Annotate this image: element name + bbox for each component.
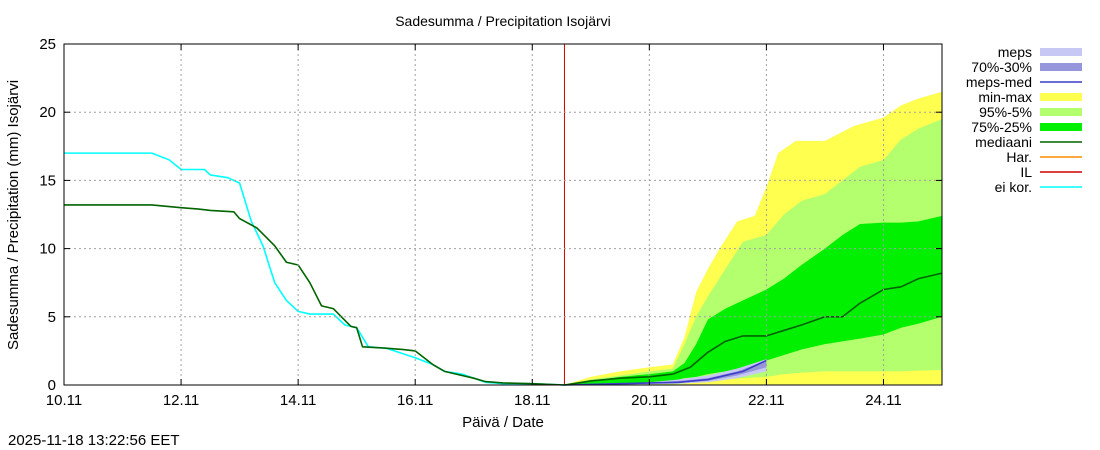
- legend-label-minmax: min-max: [978, 89, 1032, 105]
- band-p75_25: [564, 215, 942, 385]
- legend-swatch-meps: [1040, 48, 1082, 56]
- x-tick-label: 16.11: [397, 392, 433, 409]
- legend-label-p70_30: 70%-30%: [971, 59, 1032, 75]
- legend-swatch-p95_5: [1040, 108, 1082, 116]
- y-tick-label: 20: [39, 104, 56, 121]
- band-p70_30: [564, 360, 767, 385]
- chart-title: Sadesumma / Precipitation Isojärvi: [395, 13, 611, 29]
- legend-label-meps_med: meps-med: [966, 74, 1032, 90]
- legend-label-p95_5: 95%-5%: [979, 104, 1032, 120]
- x-tick-label: 24.11: [865, 392, 901, 409]
- legend: meps70%-30%meps-medmin-max95%-5%75%-25%m…: [966, 44, 1082, 195]
- y-tick-label: 0: [48, 377, 56, 394]
- legend-label-har: Har.: [1006, 149, 1032, 165]
- x-tick-label: 20.11: [631, 392, 667, 409]
- legend-swatch-p75_25: [1040, 123, 1082, 131]
- line-median: [64, 204, 943, 386]
- legend-label-meps: meps: [998, 44, 1032, 60]
- line-meps_med: [564, 359, 767, 386]
- y-axis-label: Sadesumma / Precipitation (mm) Isojärvi: [5, 80, 22, 350]
- x-tick-label: 18.11: [514, 392, 550, 409]
- legend-label-p75_25: 75%-25%: [971, 119, 1032, 135]
- timestamp: 2025-11-18 13:22:56 EET: [8, 432, 180, 449]
- x-tick-label: 14.11: [280, 392, 316, 409]
- y-tick-label: 15: [39, 172, 56, 189]
- legend-swatch-minmax: [1040, 93, 1082, 101]
- axes: 10.11 12.11 14.11 16.11 18.11 20.11 22.11 24.11…: [39, 36, 943, 409]
- legend-swatch-p70_30: [1040, 63, 1082, 71]
- legend-label-median: mediaani: [975, 134, 1032, 150]
- x-axis-label: Päivä / Date: [462, 414, 544, 431]
- x-tick-label: 22.11: [748, 392, 784, 409]
- x-tick-label: 12.11: [163, 392, 199, 409]
- y-tick-label: 5: [48, 309, 56, 326]
- x-tick-label: 10.11: [46, 392, 82, 409]
- legend-label-il: IL: [1020, 164, 1032, 180]
- y-tick-label: 10: [39, 241, 56, 258]
- plot-area: [64, 44, 943, 386]
- plot-frame: [63, 43, 943, 386]
- y-tick-label: 25: [39, 36, 56, 53]
- legend-label-eikor: ei kor.: [995, 179, 1032, 195]
